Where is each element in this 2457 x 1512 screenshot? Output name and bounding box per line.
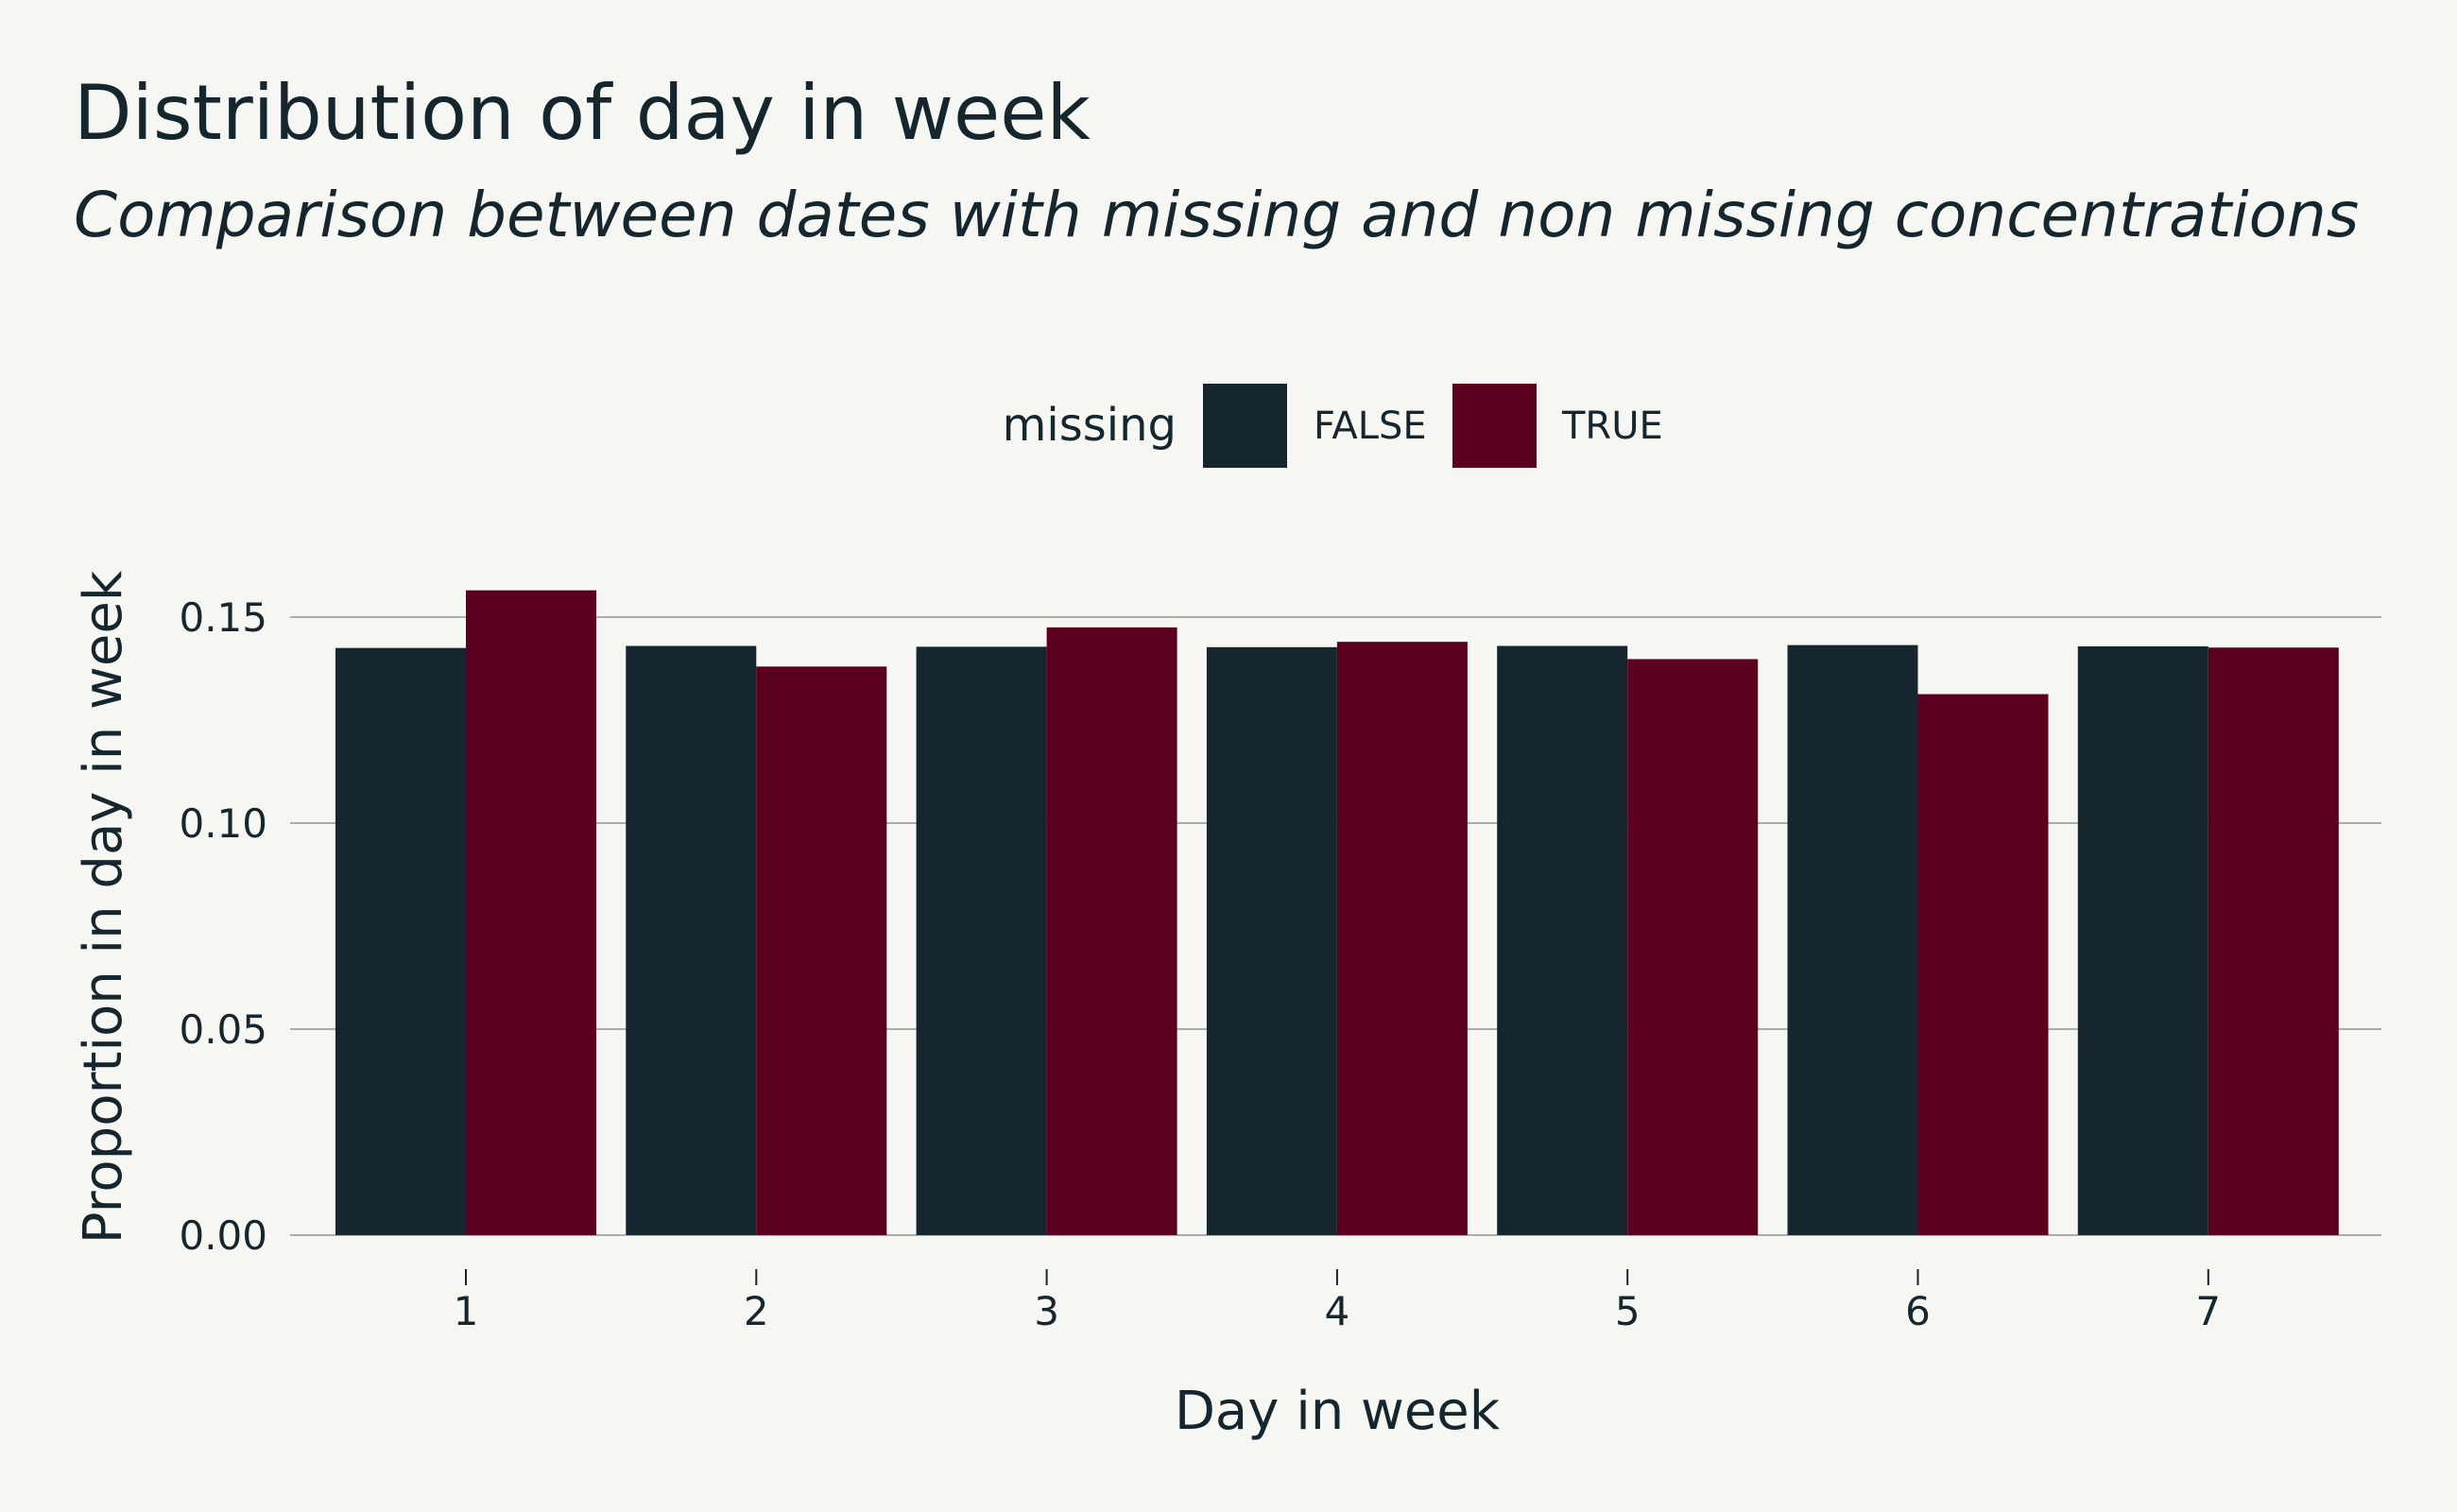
bar-false-3 <box>916 646 1047 1235</box>
x-axis-ticks: 1 2 3 4 5 6 7 <box>454 1269 2221 1334</box>
bar-false-2 <box>626 645 757 1235</box>
bar-false-4 <box>1206 646 1337 1235</box>
x-tick-label: 2 <box>744 1288 769 1334</box>
x-tick-label: 3 <box>1034 1288 1059 1334</box>
x-tick-label: 6 <box>1905 1288 1931 1334</box>
x-tick-label: 4 <box>1325 1288 1350 1334</box>
x-tick-label: 1 <box>454 1288 479 1334</box>
x-tick-label: 5 <box>1615 1288 1641 1334</box>
bar-false-1 <box>335 647 466 1235</box>
x-tick-label: 7 <box>2195 1288 2221 1334</box>
y-tick-label: 0.05 <box>179 1006 267 1053</box>
y-axis-title: Proportion in day in week <box>73 570 134 1244</box>
legend-title: missing <box>1003 399 1177 452</box>
bar-true-6 <box>1917 694 2049 1235</box>
bar-true-3 <box>1046 627 1177 1235</box>
chart-title: Distribution of day in week <box>74 69 1091 157</box>
y-tick-label: 0.15 <box>179 594 267 641</box>
y-axis-ticks: 0.00 0.05 0.10 0.15 <box>179 594 267 1259</box>
y-tick-label: 0.00 <box>179 1212 267 1259</box>
legend-swatch-true <box>1452 384 1537 468</box>
bar-true-7 <box>2208 647 2339 1235</box>
bars <box>335 590 2339 1235</box>
bar-true-1 <box>466 590 596 1235</box>
x-axis-title: Day in week <box>1175 1381 1501 1442</box>
legend: missing FALSE TRUE <box>1003 384 1663 468</box>
legend-swatch-false <box>1203 384 1287 468</box>
bar-true-5 <box>1627 659 1759 1235</box>
legend-label-false: FALSE <box>1314 404 1427 448</box>
bar-false-5 <box>1497 645 1628 1235</box>
bar-false-7 <box>2077 645 2208 1235</box>
bar-false-6 <box>1787 644 1918 1235</box>
y-tick-label: 0.10 <box>179 800 267 847</box>
bar-true-4 <box>1336 642 1468 1235</box>
legend-label-true: TRUE <box>1561 404 1663 448</box>
chart-subtitle: Comparison between dates with missing an… <box>74 179 2359 251</box>
bar-true-2 <box>756 666 887 1235</box>
